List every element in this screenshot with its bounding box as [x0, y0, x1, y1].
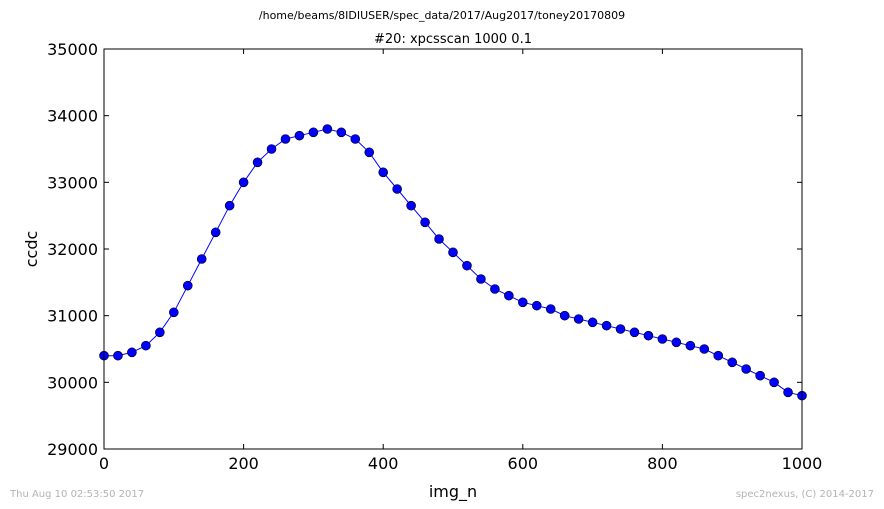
data-point — [671, 337, 682, 348]
x-tick-label: 1000 — [782, 454, 823, 473]
y-tick-label: 33000 — [47, 173, 98, 192]
data-point — [476, 274, 486, 284]
data-point — [113, 350, 123, 361]
axis-ticks: 0 200 400 600 800 1000 29000 30000 31000 32000 330… — [47, 40, 822, 473]
data-point — [127, 347, 137, 358]
footer-credit: spec2nexus, (C) 2014-2017 — [736, 489, 874, 500]
data-point — [210, 227, 221, 238]
y-tick-label: 35000 — [47, 40, 98, 59]
footer-timestamp: Thu Aug 10 02:53:50 2017 — [9, 489, 144, 500]
data-point — [141, 340, 151, 351]
plot-frame — [103, 48, 803, 450]
data-point — [587, 317, 598, 328]
data-point — [462, 260, 472, 271]
data-series — [99, 124, 807, 401]
data-point — [545, 304, 556, 314]
data-point — [783, 387, 793, 398]
data-point — [769, 377, 779, 388]
data-point — [182, 280, 193, 291]
x-tick-label: 800 — [647, 454, 678, 473]
data-point — [350, 134, 361, 144]
y-axis-label: ccdc — [22, 231, 41, 268]
data-point — [755, 370, 765, 381]
data-point — [559, 310, 570, 321]
data-point — [378, 167, 389, 178]
x-tick-label: 200 — [228, 454, 259, 473]
data-point — [224, 200, 235, 211]
x-tick-label: 600 — [508, 454, 539, 473]
x-axis-label: img_n — [429, 482, 477, 502]
data-point — [517, 297, 528, 308]
data-point — [490, 284, 500, 294]
data-point — [406, 200, 416, 211]
data-point — [308, 127, 319, 138]
data-point — [294, 130, 305, 141]
data-point — [657, 334, 668, 344]
data-point — [252, 157, 263, 168]
data-point — [392, 184, 402, 194]
data-point — [448, 247, 458, 258]
data-point — [155, 327, 165, 338]
y-tick-label: 32000 — [47, 240, 98, 259]
data-point — [364, 147, 375, 158]
data-point — [336, 127, 347, 138]
data-point — [741, 364, 751, 374]
y-tick-label: 31000 — [47, 307, 98, 326]
data-point — [699, 344, 710, 354]
data-point — [713, 350, 724, 361]
data-point — [601, 320, 612, 331]
data-point — [643, 330, 654, 341]
data-point — [169, 307, 179, 318]
data-point — [504, 290, 514, 301]
y-tick-label: 30000 — [47, 373, 98, 392]
figure-suptitle: /home/beams/8IDIUSER/spec_data/2017/Aug2… — [259, 9, 625, 22]
data-point — [238, 177, 249, 188]
data-point — [280, 134, 291, 144]
data-point — [322, 124, 333, 134]
data-point — [266, 144, 277, 154]
data-point — [685, 340, 696, 351]
data-point — [531, 300, 542, 311]
y-tick-label: 29000 — [47, 440, 98, 459]
data-point — [420, 217, 430, 228]
data-point — [434, 234, 444, 244]
data-point — [573, 314, 584, 324]
data-point — [196, 254, 207, 264]
chart-title: #20: xpcsscan 1000 0.1 — [374, 32, 532, 47]
x-tick-label: 0 — [99, 454, 109, 473]
data-point — [727, 357, 738, 368]
x-tick-label: 400 — [368, 454, 399, 473]
series-line — [104, 128, 803, 397]
data-point — [615, 324, 626, 334]
data-point — [629, 327, 640, 338]
y-tick-label: 34000 — [47, 107, 98, 126]
